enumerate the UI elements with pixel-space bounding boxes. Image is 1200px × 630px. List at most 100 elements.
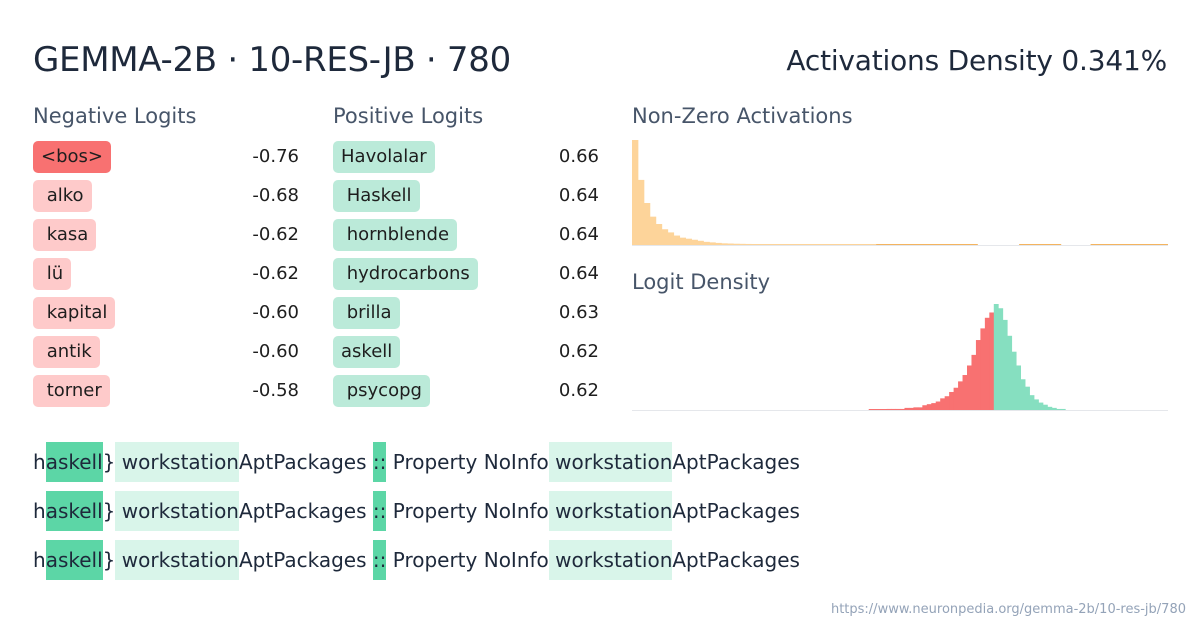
histogram-bar: [810, 244, 818, 245]
example-token: AptPackages: [238, 499, 367, 523]
example-token: h: [33, 499, 46, 523]
histogram-bar: [926, 404, 932, 410]
negative-logit-token: lü: [33, 258, 72, 290]
histogram-bar: [922, 405, 928, 410]
histogram-bar: [852, 244, 859, 245]
example-token: NoInfo: [477, 450, 549, 474]
histogram-bar: [962, 375, 968, 410]
nonzero-activations-header: Non-Zero Activations: [632, 104, 853, 128]
histogram-bar: [944, 396, 950, 410]
histogram-bar: [873, 409, 879, 410]
histogram-bar: [798, 244, 806, 245]
example-token: ::: [372, 491, 387, 531]
histogram-bar: [1054, 244, 1062, 245]
negative-logit-value: -0.60: [252, 341, 299, 362]
negative-logit-row: antik -0.60: [33, 336, 313, 368]
histogram-bar: [643, 203, 651, 245]
histogram-bar: [703, 241, 710, 245]
feature-title: GEMMA-2B · 10-RES-JB · 780: [33, 40, 511, 80]
histogram-bar: [989, 312, 995, 410]
example-token: ::: [372, 442, 387, 482]
histogram-bar: [1031, 244, 1038, 245]
negative-logit-token: antik: [33, 336, 100, 368]
histogram-bar: [804, 244, 812, 245]
histogram-bar: [1108, 244, 1115, 245]
histogram-bar: [882, 244, 889, 245]
example-token: AptPackages: [672, 450, 800, 474]
example-line: haskell} workstationAptPackages :: Prope…: [33, 540, 800, 580]
histogram-bar: [1162, 244, 1168, 245]
positive-logits-header: Positive Logits: [333, 104, 484, 128]
histogram-bar: [905, 244, 913, 245]
histogram-bar: [768, 244, 776, 245]
histogram-bar: [1042, 244, 1050, 245]
histogram-bar: [1090, 244, 1097, 245]
negative-logit-value: -0.62: [252, 263, 299, 284]
example-token: Property: [386, 499, 478, 523]
example-token: workstation: [548, 491, 673, 531]
histogram-bar: [911, 244, 919, 245]
positive-logit-value: 0.66: [558, 146, 599, 167]
histogram-bar: [1114, 244, 1121, 245]
histogram-bar: [1038, 402, 1044, 410]
histogram-bar: [822, 244, 829, 245]
histogram-bar: [980, 328, 986, 410]
example-line: haskell} workstationAptPackages :: Prope…: [33, 491, 800, 531]
histogram-bar: [733, 243, 740, 245]
histogram-bar: [858, 244, 865, 245]
histogram-bar: [882, 409, 887, 410]
histogram-bar: [998, 308, 1004, 410]
histogram-bar: [971, 244, 978, 245]
positive-logit-value: 0.64: [558, 224, 599, 245]
histogram-bar: [923, 244, 931, 245]
positive-logit-value: 0.62: [558, 341, 599, 362]
histogram-bar: [679, 237, 686, 245]
example-token: NoInfo: [477, 499, 549, 523]
negative-logit-token: kapital: [33, 297, 116, 329]
histogram-bar: [876, 244, 883, 245]
histogram-bar: [816, 244, 823, 245]
histogram-bar: [1150, 244, 1157, 245]
positive-logit-row: Havolalar 0.66: [333, 141, 613, 173]
positive-logit-row: hornblende 0.64: [333, 219, 613, 251]
positive-logit-token: hornblende: [333, 219, 458, 251]
histogram-bar: [1036, 244, 1044, 245]
histogram-bar: [959, 244, 966, 245]
negative-logits-header: Negative Logits: [33, 104, 197, 128]
positive-logit-row: Haskell 0.64: [333, 180, 613, 212]
example-line: haskell} workstationAptPackages :: Prope…: [33, 442, 800, 482]
histogram-bar: [840, 244, 847, 245]
histogram-bar: [661, 229, 669, 245]
histogram-bar: [1034, 399, 1039, 410]
example-token: h: [33, 450, 46, 474]
histogram-bar: [1120, 244, 1127, 245]
activation-density: Activations Density 0.341%: [786, 44, 1167, 77]
example-token: Property: [386, 548, 478, 572]
histogram-bar: [1047, 406, 1053, 410]
positive-logit-token: psycopg: [333, 375, 430, 407]
histogram-bar: [1019, 244, 1026, 245]
positive-logit-row: hydrocarbons 0.64: [333, 258, 613, 290]
histogram-bar: [947, 244, 954, 245]
histogram-bar: [649, 216, 657, 245]
example-token: AptPackages: [238, 450, 367, 474]
histogram-bar: [935, 401, 941, 410]
example-token: }: [102, 499, 116, 523]
histogram-bar: [721, 243, 728, 245]
negative-logit-value: -0.60: [252, 302, 299, 323]
positive-logit-token: Haskell: [333, 180, 420, 212]
histogram-bar: [1007, 335, 1013, 410]
source-url[interactable]: https://www.neuronpedia.org/gemma-2b/10-…: [830, 602, 1186, 617]
example-token: NoInfo: [477, 548, 549, 572]
example-token: Property: [386, 450, 478, 474]
example-token: askell: [45, 442, 103, 482]
histogram-bar: [745, 243, 752, 245]
histogram-bar: [965, 244, 972, 245]
positive-logit-value: 0.64: [558, 263, 599, 284]
example-token: AptPackages: [238, 548, 367, 572]
histogram-bar: [667, 232, 675, 245]
positive-logit-row: psycopg 0.62: [333, 375, 613, 407]
histogram-bar: [904, 407, 910, 410]
logit-density-header: Logit Density: [632, 270, 771, 294]
positive-logit-token: brilla: [333, 297, 400, 329]
